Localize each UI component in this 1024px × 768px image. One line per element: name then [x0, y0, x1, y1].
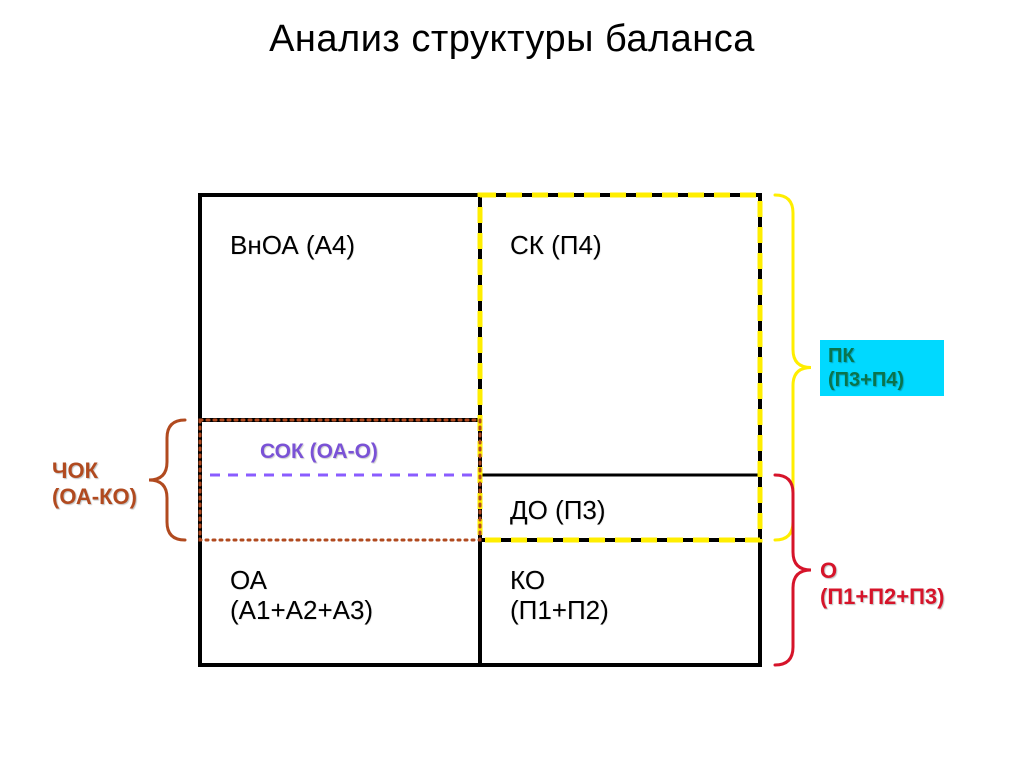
cell-do-p3: ДО (П3)	[510, 495, 606, 526]
chok-label: ЧОК (ОА-КО)	[52, 458, 137, 510]
cell-sk-p4: СК (П4)	[510, 230, 602, 261]
pk-label: ПК (П3+П4)	[820, 340, 944, 396]
cell-vnoa-a4: ВнОА (А4)	[230, 230, 355, 261]
o-label: О (П1+П2+П3)	[820, 558, 945, 610]
cell-oa: ОА (А1+А2+А3)	[230, 565, 373, 625]
cell-ko: КО (П1+П2)	[510, 565, 609, 625]
sok-label: СОК (ОА-О)	[260, 440, 378, 464]
diagram-stage: Анализ структуры баланса ВнОА (А4) СК (П…	[0, 0, 1024, 768]
